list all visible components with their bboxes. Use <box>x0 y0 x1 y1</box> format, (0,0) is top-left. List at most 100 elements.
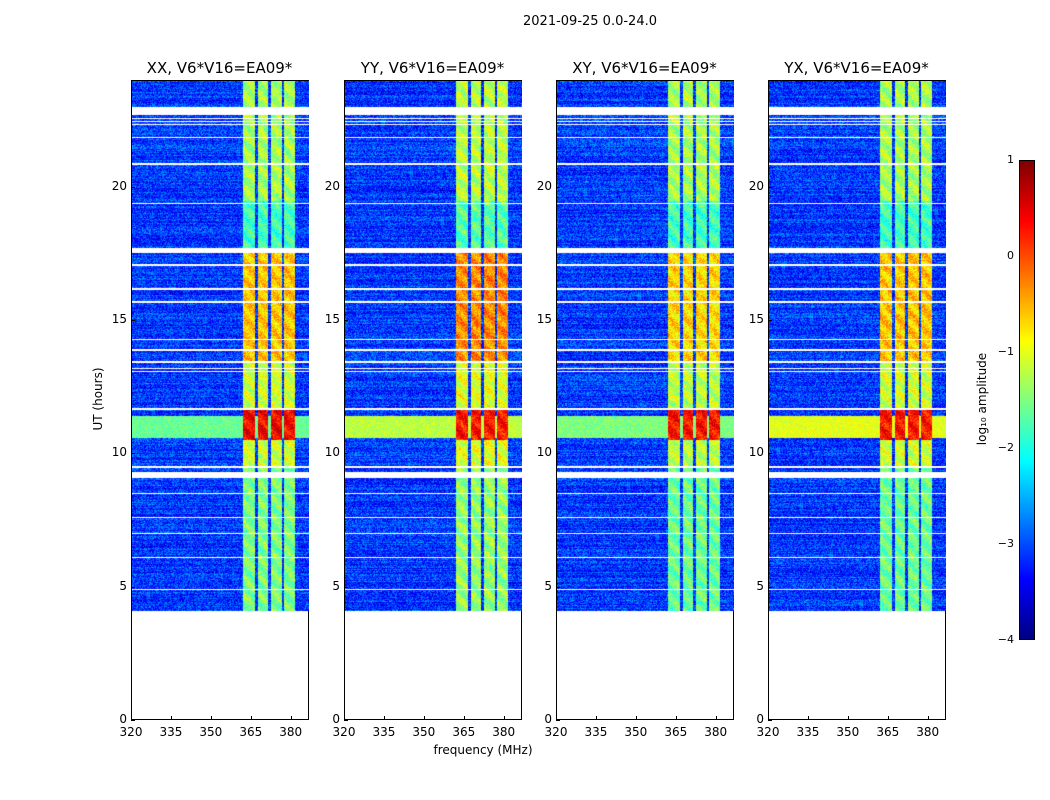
x-tick-mark <box>927 716 929 720</box>
y-tick-mark <box>131 320 135 321</box>
x-tick-mark <box>715 716 717 720</box>
x-tick-label: 335 <box>372 725 396 739</box>
x-tick-label: 365 <box>239 725 263 739</box>
x-tick-mark <box>635 716 637 720</box>
panel-title: XX, V6*V16=EA09* <box>146 59 293 77</box>
y-tick-label: 5 <box>756 578 764 593</box>
y-tick-label: 5 <box>332 578 340 593</box>
y-tick-mark <box>344 453 348 455</box>
y-tick-label: 15 <box>748 312 764 326</box>
x-tick-label: 380 <box>916 725 940 739</box>
x-tick-label: 335 <box>159 725 183 739</box>
x-tick-mark <box>595 716 597 720</box>
colorbar-label: log₁₀ amplitude <box>975 352 989 446</box>
x-tick-label: 335 <box>584 725 608 739</box>
y-tick-label: 20 <box>536 178 552 193</box>
x-tick-label: 350 <box>412 725 436 739</box>
x-tick-label: 365 <box>876 725 900 739</box>
y-tick-mark <box>344 186 348 188</box>
y-tick-label: 0 <box>544 712 552 726</box>
x-tick-mark <box>383 716 385 720</box>
x-tick-mark <box>847 716 849 720</box>
x-tick-label: 350 <box>199 725 223 739</box>
x-tick-mark <box>210 716 212 720</box>
x-tick-label: 365 <box>452 725 476 739</box>
y-tick-mark <box>344 586 348 588</box>
colorbar <box>1019 160 1035 640</box>
y-tick-label: 20 <box>748 178 764 193</box>
heatmap-image <box>769 81 946 719</box>
y-tick-mark <box>344 720 348 721</box>
y-tick-label: 15 <box>536 312 552 326</box>
panel-title: XY, V6*V16=EA09* <box>572 59 717 77</box>
y-tick-mark <box>131 586 135 588</box>
y-tick-mark <box>556 720 560 721</box>
y-tick-label: 0 <box>119 712 127 726</box>
y-axis-label: UT (hours) <box>91 367 105 431</box>
y-tick-label: 0 <box>332 712 340 726</box>
x-tick-mark <box>768 716 769 720</box>
x-tick-mark <box>423 716 425 720</box>
heatmap-image <box>345 81 522 719</box>
y-tick-mark <box>131 453 135 455</box>
y-tick-label: 15 <box>324 312 340 326</box>
x-tick-label: 380 <box>492 725 516 739</box>
y-tick-mark <box>344 320 348 321</box>
y-tick-mark <box>556 320 560 321</box>
x-tick-label: 365 <box>664 725 688 739</box>
x-tick-mark <box>290 716 292 720</box>
y-tick-label: 0 <box>756 712 764 726</box>
colorbar-tick-label: −4 <box>997 633 1014 646</box>
y-tick-mark <box>768 453 772 455</box>
heatmap-panel <box>344 80 522 720</box>
x-tick-label: 380 <box>279 725 303 739</box>
x-tick-mark <box>556 716 557 720</box>
x-tick-label: 350 <box>624 725 648 739</box>
y-tick-mark <box>556 453 560 455</box>
panel-title: YY, V6*V16=EA09* <box>360 59 505 77</box>
x-tick-label: 320 <box>119 725 143 739</box>
x-tick-mark <box>344 716 345 720</box>
x-tick-label: 320 <box>544 725 568 739</box>
y-tick-mark <box>768 586 772 588</box>
heatmap-image <box>132 81 309 719</box>
y-tick-mark <box>556 586 560 588</box>
x-tick-mark <box>463 716 465 720</box>
y-tick-label: 10 <box>324 445 340 460</box>
colorbar-tick-label: −2 <box>997 441 1014 454</box>
x-tick-mark <box>503 716 505 720</box>
colorbar-tick-label: 0 <box>1007 249 1014 262</box>
colorbar-tick-label: −3 <box>997 537 1014 550</box>
colorbar-tick-label: −1 <box>997 345 1014 358</box>
y-tick-label: 10 <box>748 445 764 460</box>
y-tick-label: 15 <box>111 312 127 326</box>
x-tick-label: 380 <box>704 725 728 739</box>
heatmap-panel <box>768 80 946 720</box>
y-tick-label: 5 <box>119 578 127 593</box>
colorbar-tick-label: 1 <box>1007 153 1014 166</box>
x-tick-mark <box>807 716 809 720</box>
x-tick-label: 320 <box>332 725 356 739</box>
x-tick-label: 320 <box>756 725 780 739</box>
y-tick-mark <box>768 320 772 321</box>
heatmap-panel <box>131 80 309 720</box>
y-tick-label: 20 <box>111 178 127 193</box>
x-tick-mark <box>131 716 132 720</box>
x-axis-label: frequency (MHz) <box>433 743 533 757</box>
x-tick-label: 335 <box>796 725 820 739</box>
x-tick-mark <box>250 716 252 720</box>
y-tick-mark <box>556 186 560 188</box>
x-tick-mark <box>675 716 677 720</box>
heatmap-panel <box>556 80 734 720</box>
x-tick-mark <box>887 716 889 720</box>
y-tick-mark <box>768 720 772 721</box>
y-tick-label: 5 <box>544 578 552 593</box>
y-tick-label: 10 <box>536 445 552 460</box>
figure-title: 2021-09-25 0.0-24.0 <box>523 14 657 29</box>
x-tick-label: 350 <box>836 725 860 739</box>
y-tick-mark <box>131 720 135 721</box>
x-tick-mark <box>170 716 172 720</box>
y-tick-label: 20 <box>324 178 340 193</box>
y-tick-mark <box>131 186 135 188</box>
